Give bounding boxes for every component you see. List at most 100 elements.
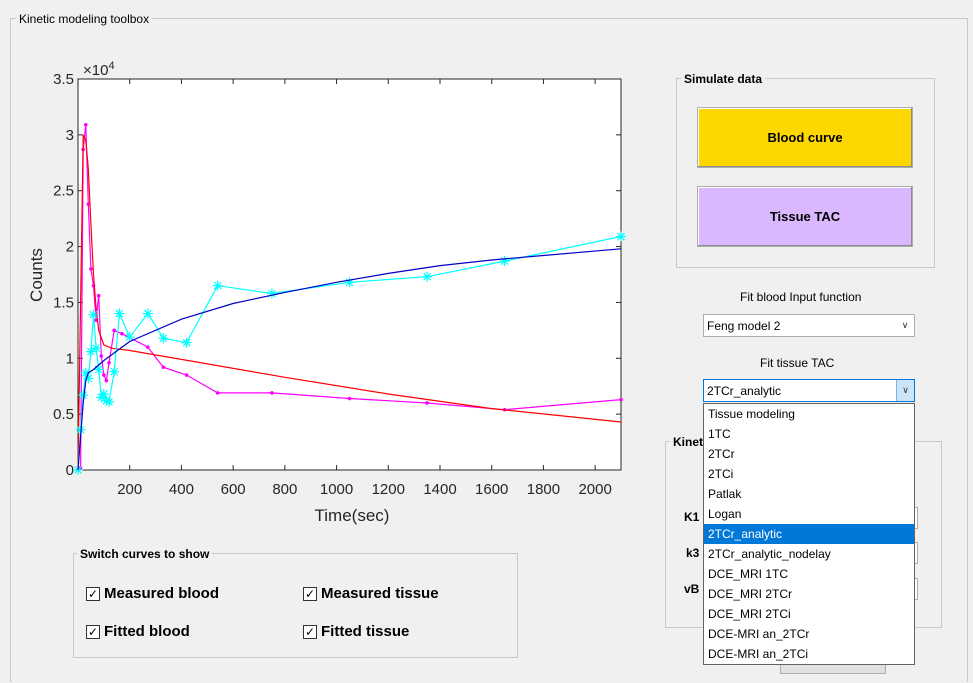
data-point [184, 373, 189, 377]
dropdown-option[interactable]: Patlak [708, 487, 742, 501]
y-tick-label: 0.5 [53, 406, 74, 423]
data-point [78, 390, 89, 401]
param-label-vb: vB [684, 582, 700, 596]
data-point [158, 333, 169, 344]
y-tick-label: 3 [66, 127, 74, 144]
fitted-tissue-line [77, 248, 622, 471]
data-point [114, 308, 125, 319]
x-tick-label: 1200 [372, 481, 405, 498]
data-point [270, 391, 274, 395]
data-point [344, 277, 355, 288]
tissue-tac-button[interactable]: Tissue TAC [697, 186, 913, 247]
measured-tissue-label: Measured tissue [321, 585, 439, 602]
measured-blood-checkbox[interactable]: ✓ Measured blood [86, 585, 219, 602]
data-point [422, 271, 433, 282]
axis-ticks: 200 400 600 800 1000 1200 1400 1600 1800 2000 0 0.5… [53, 71, 621, 498]
param-label-k3: k3 [686, 546, 700, 560]
switch-curves-title: Switch curves to show [77, 547, 213, 561]
x-tick-label: 800 [272, 481, 297, 498]
data-point [212, 280, 223, 291]
dropdown-option[interactable]: DCE-MRI an_2TCi [708, 647, 809, 661]
x-tick-label: 400 [169, 481, 194, 498]
y-tick-label: 1.5 [53, 294, 74, 311]
y-axis-label: Counts [27, 248, 46, 302]
data-point [146, 345, 150, 349]
dropdown-option[interactable]: DCE_MRI 2TCr [708, 587, 793, 601]
dropdown-option[interactable]: 2TCr [708, 447, 735, 461]
simulate-panel [676, 78, 935, 268]
data-point [83, 123, 88, 127]
blood-curve-button[interactable]: Blood curve [697, 107, 913, 168]
dropdown-option[interactable]: DCE_MRI 1TC [708, 567, 789, 581]
dropdown-option[interactable]: 2TCr_analytic [704, 524, 914, 544]
dropdown-option[interactable]: DCE_MRI 2TCi [708, 607, 791, 621]
data-point [85, 346, 96, 357]
data-point [80, 367, 91, 378]
x-tick-label: 200 [117, 481, 142, 498]
dropdown-option[interactable]: Logan [708, 507, 742, 521]
fit-tissue-label: Fit tissue TAC [760, 356, 835, 370]
fit-tissue-select[interactable]: 2TCr_analytic ∨ [703, 379, 915, 402]
x-tick-label: 1800 [527, 481, 560, 498]
fitted-tissue-checkbox[interactable]: ✓ Fitted tissue [303, 623, 409, 640]
measured-blood-line [77, 124, 622, 471]
fit-blood-select[interactable]: Feng model 2 ∨ [703, 314, 915, 337]
fit-tissue-value: 2TCr_analytic [707, 384, 782, 398]
data-point [98, 389, 109, 400]
data-point [181, 337, 192, 348]
fitted-blood-checkbox[interactable]: ✓ Fitted blood [86, 623, 190, 640]
dropdown-option[interactable]: Tissue modeling [708, 407, 795, 421]
y-tick-label: 2 [66, 239, 74, 256]
data-point [112, 328, 116, 333]
chevron-down-icon[interactable]: ∨ [901, 320, 909, 330]
fitted-tissue-label: Fitted tissue [321, 623, 410, 640]
main-panel [10, 18, 968, 682]
plot-background [77, 78, 622, 471]
checkbox-box[interactable]: ✓ [303, 624, 317, 639]
measured-blood-label: Measured blood [104, 585, 220, 602]
fit-blood-value: Feng model 2 [707, 319, 781, 333]
dropdown-option[interactable]: 2TCr_analytic_nodelay [708, 547, 831, 561]
y-tick-label: 3.5 [53, 71, 74, 88]
dropdown-option[interactable]: 1TC [708, 427, 731, 441]
data-point [161, 365, 166, 370]
simulate-title: Simulate data [681, 72, 766, 86]
y-tick-label: 0 [66, 462, 74, 479]
data-point [142, 308, 153, 319]
checkbox-box[interactable]: ✓ [86, 624, 100, 639]
checkbox-box[interactable]: ✓ [86, 586, 100, 601]
data-point [93, 364, 104, 375]
data-point [101, 395, 112, 406]
kinetic-params-title: Kinet [670, 435, 706, 449]
data-point [499, 256, 510, 267]
x-axis-label: Time(sec) [315, 506, 390, 525]
fit-tissue-dropdown-list[interactable]: Tissue modeling 1TC 2TCr 2TCi Patlak Logan 2TC… [703, 403, 915, 665]
x-tick-label: 1000 [320, 481, 353, 498]
fitted-blood-line [77, 134, 622, 471]
x-tick-label: 600 [221, 481, 246, 498]
checkbox-box[interactable]: ✓ [303, 586, 317, 601]
data-point [89, 267, 93, 271]
data-point [347, 396, 352, 401]
data-point [102, 373, 106, 377]
x-tick-label: 1600 [475, 481, 508, 498]
data-point [104, 396, 115, 407]
data-point [109, 366, 120, 377]
data-point [88, 309, 99, 320]
plot-lines [73, 123, 626, 475]
measured-tissue-checkbox[interactable]: ✓ Measured tissue [303, 585, 439, 602]
data-point [86, 202, 91, 206]
data-point [91, 343, 102, 354]
window-title: Kinetic modeling toolbox [16, 12, 153, 26]
data-point [425, 401, 429, 405]
data-point [124, 332, 135, 343]
data-point [619, 397, 623, 402]
y-tick-label: 1 [66, 350, 74, 367]
dropdown-option[interactable]: 2TCi [708, 467, 734, 481]
chevron-down-icon[interactable]: ∨ [896, 380, 914, 401]
fitted-blood-label: Fitted blood [104, 623, 190, 640]
y-tick-label: 2.5 [53, 183, 74, 200]
param-label-k1: K1 [684, 510, 700, 524]
fit-blood-label: Fit blood Input function [740, 290, 862, 304]
dropdown-option[interactable]: DCE-MRI an_2TCr [708, 627, 810, 641]
